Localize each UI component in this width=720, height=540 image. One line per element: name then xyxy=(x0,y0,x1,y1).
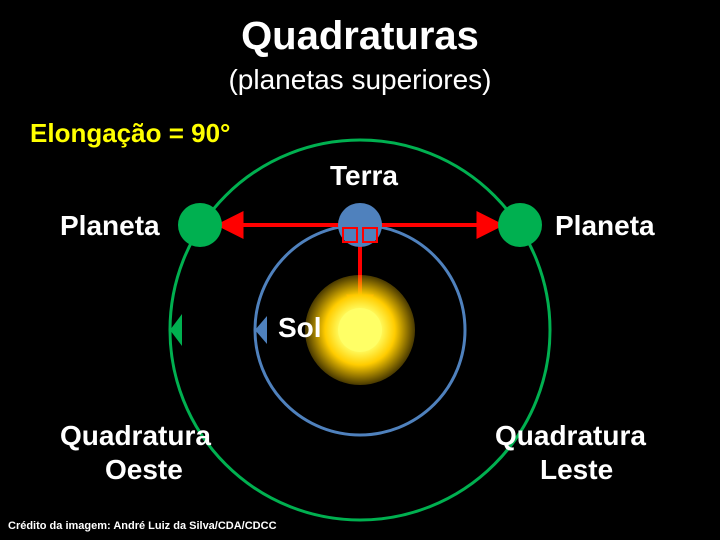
angle-marker-right xyxy=(362,227,378,243)
label-planeta-right: Planeta xyxy=(555,210,655,242)
label-sol: Sol xyxy=(278,312,322,344)
angle-marker-left xyxy=(342,227,358,243)
label-quad-leste-2: Leste xyxy=(540,454,613,486)
planet-right xyxy=(498,203,542,247)
image-credit: Crédito da imagem: André Luiz da Silva/C… xyxy=(8,520,277,532)
label-quad-oeste-1: Quadratura xyxy=(60,420,211,452)
label-terra: Terra xyxy=(330,160,398,192)
elongation-label: Elongação = 90° xyxy=(30,118,230,149)
label-quad-oeste-2: Oeste xyxy=(105,454,183,486)
page-subtitle: (planetas superiores) xyxy=(0,64,720,96)
sun-core xyxy=(338,308,382,352)
label-quad-leste-1: Quadratura xyxy=(495,420,646,452)
label-planeta-left: Planeta xyxy=(60,210,160,242)
page-title: Quadraturas xyxy=(0,14,720,59)
planet-left xyxy=(178,203,222,247)
